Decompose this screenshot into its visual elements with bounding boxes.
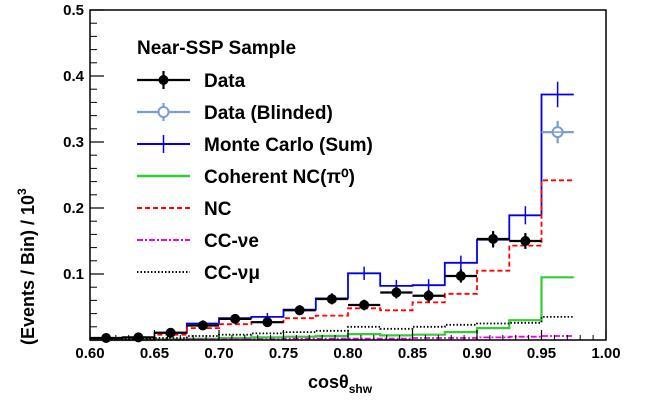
x-tick-label: 0.80 bbox=[333, 345, 362, 362]
y-tick-label: 0.4 bbox=[63, 68, 85, 85]
x-tick-label: 0.70 bbox=[204, 345, 233, 362]
data-point bbox=[154, 327, 187, 338]
legend-item-cc_nue: CC-νe bbox=[137, 231, 259, 252]
x-tick-label: 0.65 bbox=[140, 345, 169, 362]
legend-item-data_blinded: Data (Blinded) bbox=[137, 103, 333, 124]
legend-header: Near-SSP Sample bbox=[137, 38, 296, 59]
series-nc bbox=[90, 179, 574, 341]
data-marker bbox=[294, 305, 305, 316]
data-point bbox=[380, 286, 413, 299]
data-marker bbox=[520, 236, 531, 246]
data-point bbox=[509, 233, 542, 249]
data-marker bbox=[230, 313, 241, 324]
data-marker bbox=[359, 300, 370, 311]
data-marker bbox=[165, 327, 176, 338]
legend-label: NC bbox=[204, 199, 232, 220]
data-point bbox=[283, 305, 316, 316]
legend-label: CC-νμ bbox=[204, 263, 260, 284]
data-marker bbox=[423, 290, 434, 301]
data_blinded-point bbox=[541, 120, 574, 144]
x-tick-label: 0.60 bbox=[75, 345, 104, 362]
data-marker bbox=[455, 270, 466, 281]
data-point bbox=[444, 269, 477, 283]
data-marker bbox=[488, 234, 499, 245]
x-tick-label: 1.00 bbox=[591, 345, 620, 362]
legend: Near-SSP Sample Data Data (Blinded) Monte C… bbox=[137, 38, 373, 284]
legend-label: Data bbox=[204, 71, 246, 92]
data-marker bbox=[326, 294, 337, 305]
data-marker bbox=[262, 317, 273, 328]
legend-item-data: Data bbox=[137, 71, 246, 92]
y-tick-label: 0.2 bbox=[63, 200, 84, 217]
y-tick-label: 0.3 bbox=[63, 134, 84, 151]
data-point bbox=[219, 313, 252, 324]
data-point bbox=[315, 293, 348, 305]
data-marker bbox=[197, 320, 208, 331]
x-tick-label: 0.95 bbox=[527, 345, 556, 362]
legend-label: CC-νe bbox=[204, 231, 259, 252]
legend-item-coherent: Coherent NC(π⁰) bbox=[137, 167, 355, 188]
axes-layer: 0.60 0.65 0.70 0.75 0.80 0.85 0.90 0.95 1.00 0.1 0… bbox=[63, 2, 620, 362]
data-point bbox=[477, 231, 510, 247]
y-tick-label: 0.1 bbox=[63, 266, 84, 283]
y-tick-label: 0.5 bbox=[63, 2, 84, 19]
x-tick-label: 0.75 bbox=[269, 345, 298, 362]
legend-label: Data (Blinded) bbox=[204, 103, 333, 124]
legend-swatch-marker bbox=[157, 106, 170, 118]
legend-swatch-marker bbox=[158, 75, 169, 85]
x-axis-title: cosθshw bbox=[308, 372, 373, 396]
data-point bbox=[412, 289, 445, 302]
legend-label: Coherent NC(π⁰) bbox=[204, 167, 355, 188]
data-marker bbox=[391, 287, 402, 298]
data-point bbox=[251, 317, 284, 328]
legend-item-cc_numu: CC-νμ bbox=[137, 263, 260, 284]
legend-item-nc: NC bbox=[137, 199, 232, 220]
legend-label: Monte Carlo (Sum) bbox=[204, 135, 373, 156]
x-tick-label: 0.85 bbox=[398, 345, 427, 362]
legend-item-mc_sum: Monte Carlo (Sum) bbox=[137, 135, 373, 156]
data-point bbox=[348, 299, 381, 311]
x-tick-label: 0.90 bbox=[462, 345, 491, 362]
data-point bbox=[186, 320, 219, 331]
y-axis-title: (Events / Bin) / 103 bbox=[15, 188, 38, 345]
